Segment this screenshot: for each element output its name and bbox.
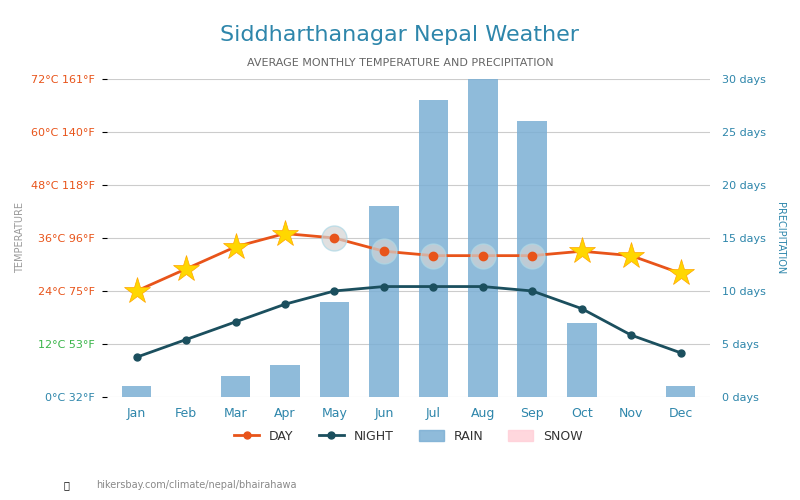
Text: 📍: 📍 [64,480,70,490]
Text: AVERAGE MONTHLY TEMPERATURE AND PRECIPITATION: AVERAGE MONTHLY TEMPERATURE AND PRECIPIT… [246,58,554,68]
Bar [518,122,547,397]
Bar [666,386,695,397]
Legend: DAY, NIGHT, RAIN, SNOW: DAY, NIGHT, RAIN, SNOW [230,425,588,448]
Text: Siddharthanagar Nepal Weather: Siddharthanagar Nepal Weather [221,25,579,45]
Bar [122,386,151,397]
Bar [369,206,398,397]
Bar [270,365,300,397]
Y-axis label: TEMPERATURE: TEMPERATURE [15,202,25,274]
Bar [567,323,597,397]
Bar [221,376,250,397]
Y-axis label: PRECIPITATION: PRECIPITATION [775,202,785,274]
Text: hikersbay.com/climate/nepal/bhairahawa: hikersbay.com/climate/nepal/bhairahawa [96,480,297,490]
Bar [418,100,448,397]
Bar [468,79,498,397]
Bar [319,302,350,397]
